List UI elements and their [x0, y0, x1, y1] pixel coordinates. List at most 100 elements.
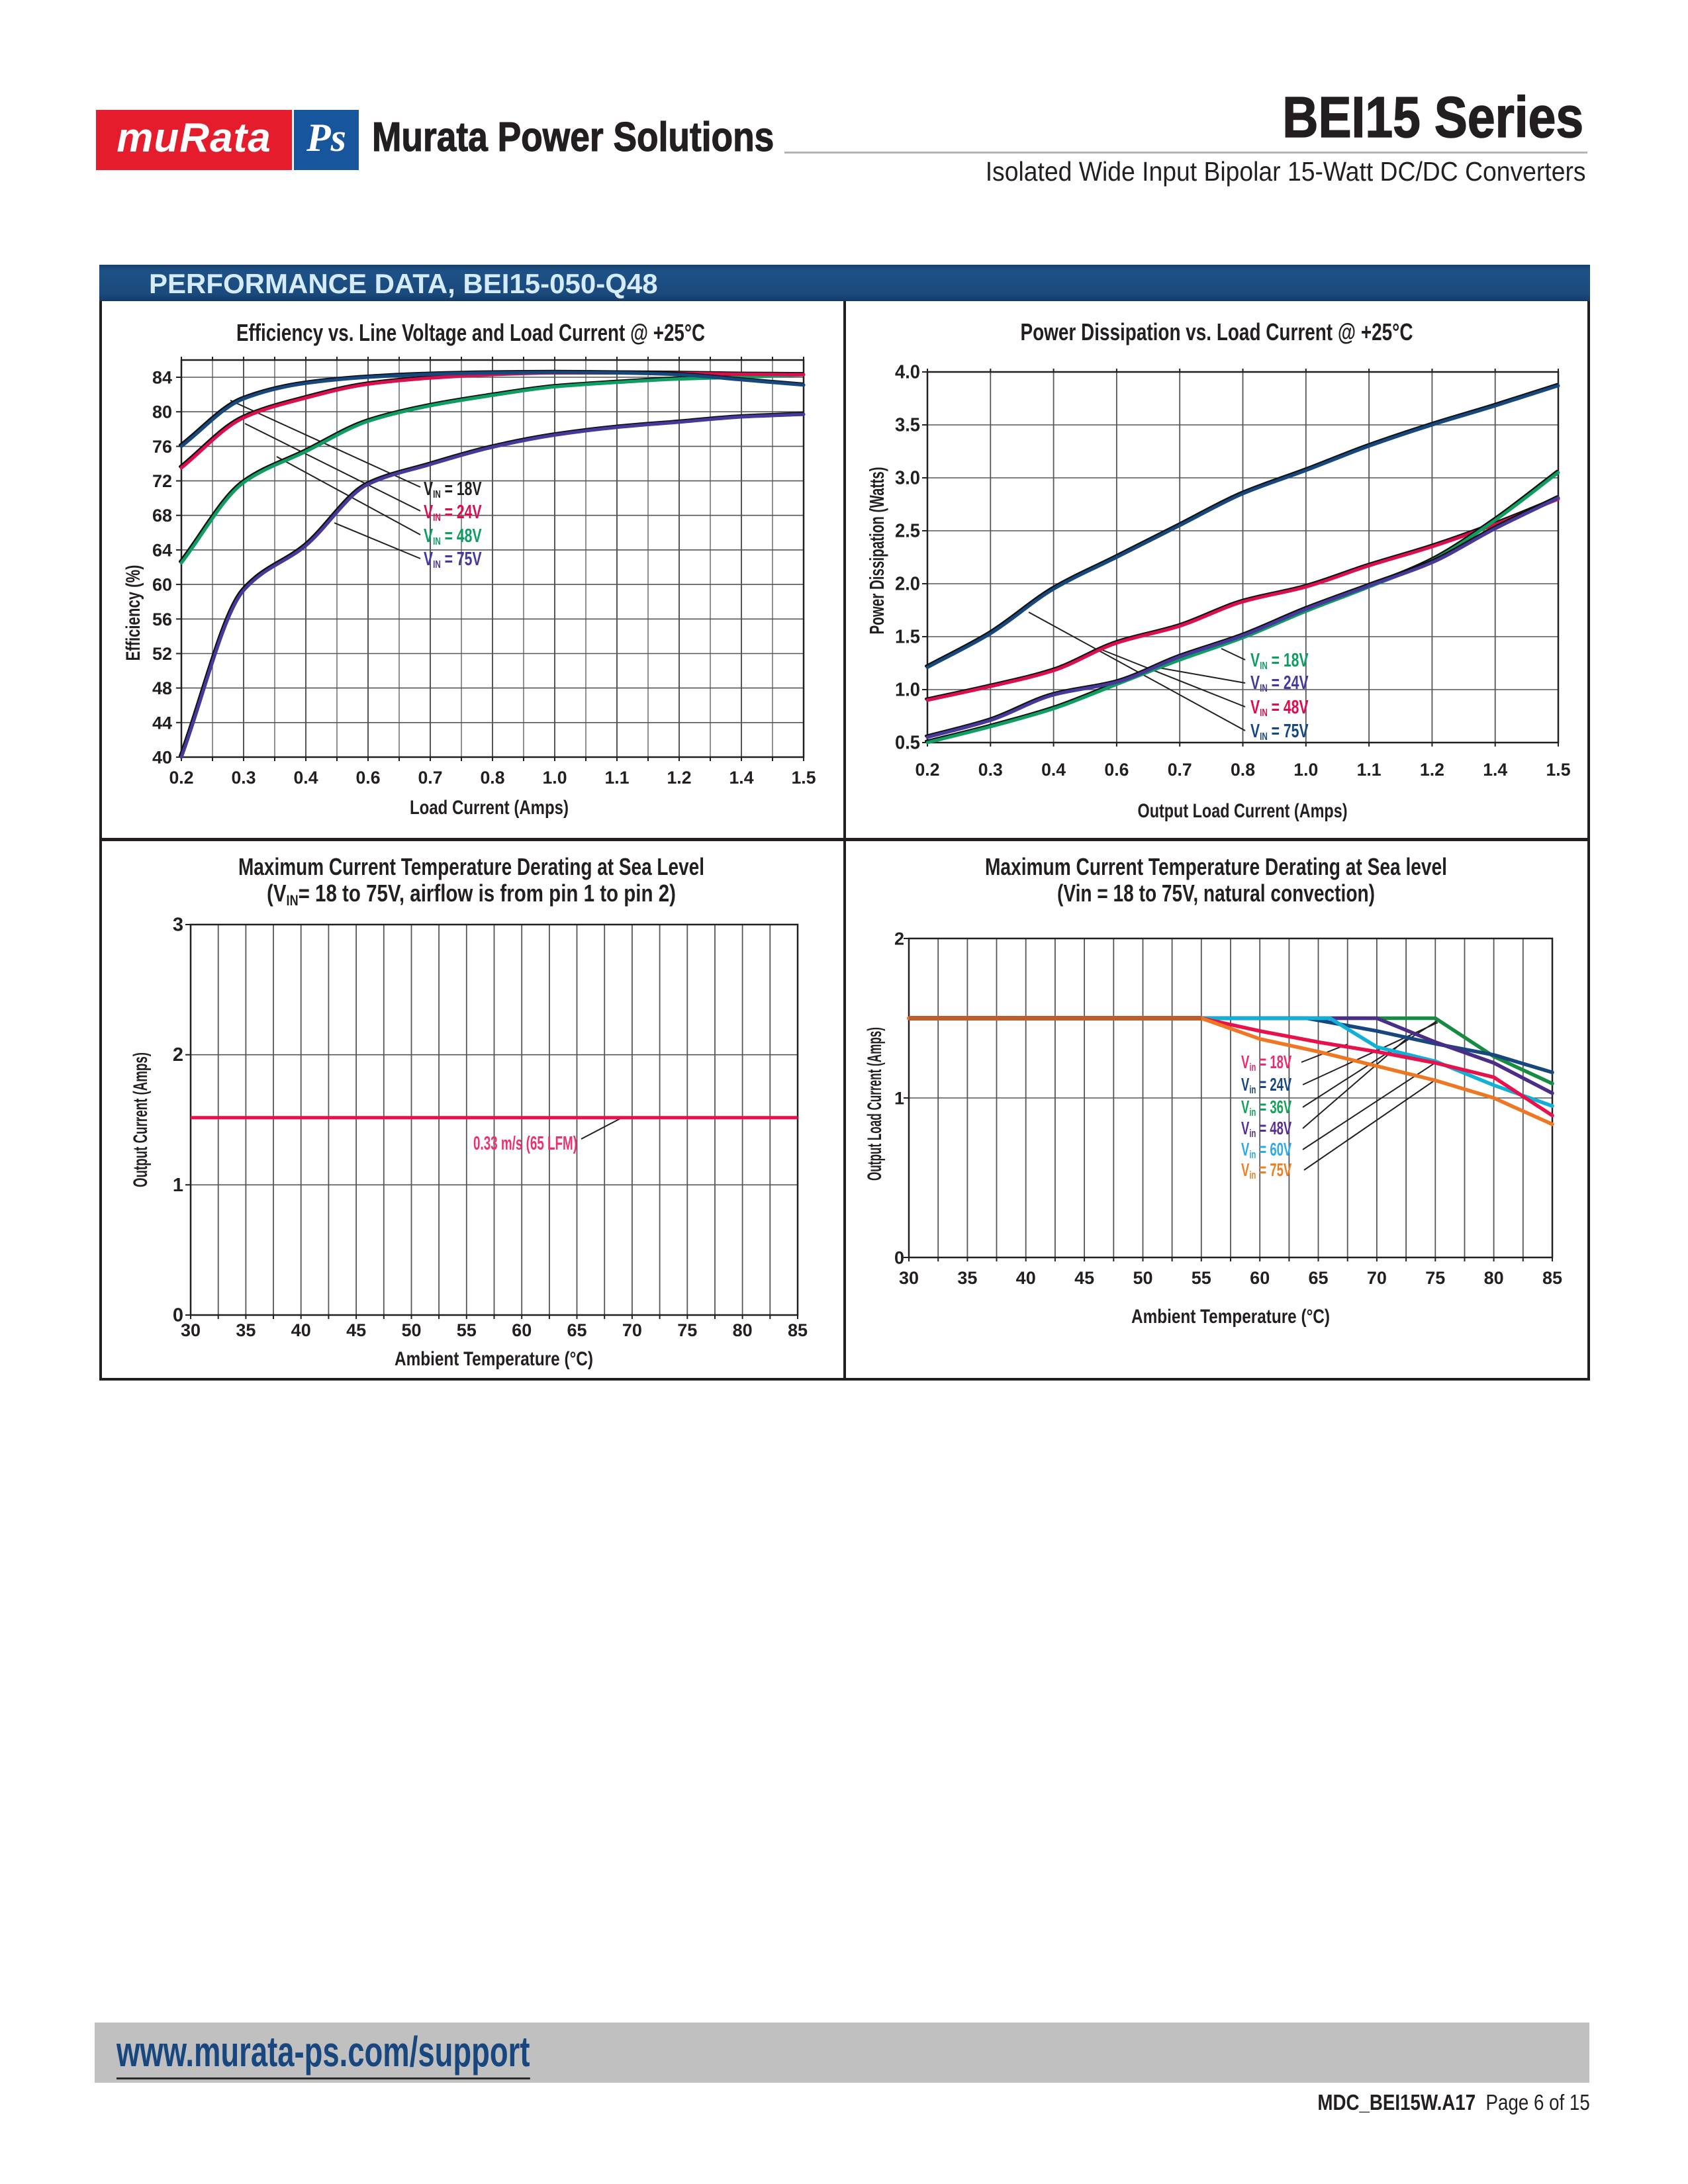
svg-text:Vin = 60V: Vin = 60V: [1241, 1140, 1291, 1161]
svg-text:1.1: 1.1: [605, 768, 630, 788]
svg-text:0.33 m/s (65 LFM): 0.33 m/s (65 LFM): [473, 1133, 577, 1154]
svg-text:85: 85: [1542, 1268, 1562, 1288]
svg-text:80: 80: [1484, 1268, 1504, 1288]
svg-text:40: 40: [291, 1320, 311, 1340]
svg-text:0.2: 0.2: [915, 760, 940, 780]
svg-text:65: 65: [1308, 1268, 1328, 1288]
svg-text:Vin = 75V: Vin = 75V: [1241, 1160, 1291, 1181]
svg-text:1.2: 1.2: [1420, 760, 1444, 780]
svg-text:Output Current (Amps): Output Current (Amps): [130, 1052, 152, 1187]
svg-text:Vin = 24V: Vin = 24V: [1241, 1075, 1291, 1096]
svg-text:80: 80: [152, 402, 172, 422]
svg-text:2: 2: [894, 929, 904, 949]
svg-text:70: 70: [622, 1320, 642, 1340]
svg-text:60: 60: [1250, 1268, 1270, 1288]
svg-text:30: 30: [899, 1268, 919, 1288]
svg-text:0.8: 0.8: [481, 768, 505, 788]
svg-text:Load Current (Amps): Load Current (Amps): [410, 797, 569, 819]
svg-text:Efficiency vs. Line Voltage an: Efficiency vs. Line Voltage and Load Cur…: [236, 319, 705, 346]
svg-text:60: 60: [512, 1320, 532, 1340]
svg-text:VIN = 75V: VIN = 75V: [424, 549, 482, 570]
svg-text:50: 50: [1133, 1268, 1152, 1288]
svg-text:1.0: 1.0: [895, 680, 920, 701]
svg-text:VIN = 48V: VIN = 48V: [424, 525, 482, 547]
svg-text:0.6: 0.6: [1104, 760, 1129, 780]
svg-text:1.0: 1.0: [543, 768, 567, 788]
svg-text:52: 52: [152, 644, 172, 664]
svg-text:Vin = 48V: Vin = 48V: [1241, 1118, 1291, 1140]
svg-text:VIN = 24V: VIN = 24V: [424, 502, 482, 523]
svg-text:2: 2: [173, 1044, 183, 1066]
svg-text:1.4: 1.4: [729, 768, 754, 788]
svg-text:55: 55: [457, 1320, 477, 1340]
svg-text:3: 3: [173, 915, 183, 936]
svg-text:1.5: 1.5: [895, 627, 920, 648]
svg-text:45: 45: [346, 1320, 366, 1340]
svg-text:1.5: 1.5: [792, 768, 816, 788]
svg-text:(VIN= 18 to 75V, airflow is fr: (VIN= 18 to 75V, airflow is from pin 1 t…: [267, 880, 676, 909]
svg-text:Output Load Current (Amps): Output Load Current (Amps): [864, 1027, 886, 1181]
svg-text:70: 70: [1367, 1268, 1387, 1288]
svg-text:4.0: 4.0: [895, 362, 920, 383]
svg-text:1: 1: [173, 1175, 183, 1196]
svg-text:0.2: 0.2: [169, 768, 194, 788]
svg-text:84: 84: [152, 368, 172, 388]
svg-text:Power Dissipation vs. Load Cur: Power Dissipation vs. Load Current @ +25…: [1021, 318, 1413, 345]
svg-text:1.0: 1.0: [1293, 760, 1318, 780]
svg-text:0.7: 0.7: [418, 768, 443, 788]
svg-text:Output Load Current (Amps): Output Load Current (Amps): [1138, 800, 1348, 822]
svg-text:3.0: 3.0: [895, 468, 920, 489]
svg-text:75: 75: [1425, 1268, 1445, 1288]
svg-text:0.4: 0.4: [1041, 760, 1066, 780]
svg-text:1: 1: [894, 1089, 904, 1109]
svg-text:0.6: 0.6: [356, 768, 381, 788]
svg-text:0.7: 0.7: [1168, 760, 1192, 780]
svg-text:VIN = 18V: VIN = 18V: [424, 478, 482, 500]
svg-text:48: 48: [152, 678, 172, 698]
svg-text:VIN = 18V: VIN = 18V: [1250, 650, 1309, 672]
svg-text:0.3: 0.3: [978, 760, 1003, 780]
svg-text:0.5: 0.5: [895, 733, 920, 754]
svg-text:64: 64: [152, 540, 172, 560]
svg-text:68: 68: [152, 506, 172, 525]
svg-text:35: 35: [957, 1268, 977, 1288]
svg-text:Power Dissipation (Watts): Power Dissipation (Watts): [865, 467, 888, 635]
svg-text:0.4: 0.4: [294, 768, 318, 788]
svg-text:Ambient Temperature (°C): Ambient Temperature (°C): [1131, 1306, 1330, 1328]
svg-text:45: 45: [1074, 1268, 1094, 1288]
svg-text:Maximum Current Temperature De: Maximum Current Temperature Derating at …: [985, 853, 1447, 880]
svg-text:40: 40: [152, 748, 172, 768]
svg-text:72: 72: [152, 471, 172, 491]
svg-text:3.5: 3.5: [895, 415, 920, 436]
svg-text:85: 85: [788, 1320, 808, 1340]
svg-text:Efficiency (%): Efficiency (%): [122, 565, 144, 661]
svg-text:Vin = 36V: Vin = 36V: [1241, 1097, 1291, 1118]
svg-text:50: 50: [401, 1320, 421, 1340]
svg-text:80: 80: [733, 1320, 753, 1340]
svg-text:30: 30: [181, 1320, 201, 1340]
svg-text:44: 44: [152, 713, 172, 733]
svg-text:VIN = 24V: VIN = 24V: [1250, 672, 1309, 694]
svg-text:(Vin = 18 to 75V, natural conv: (Vin = 18 to 75V, natural convection): [1057, 880, 1375, 907]
svg-text:VIN = 48V: VIN = 48V: [1250, 697, 1309, 719]
svg-text:Vin = 18V: Vin = 18V: [1241, 1052, 1291, 1073]
svg-text:1.1: 1.1: [1357, 760, 1382, 780]
svg-text:0.3: 0.3: [232, 768, 256, 788]
svg-text:56: 56: [152, 610, 172, 629]
svg-text:65: 65: [567, 1320, 586, 1340]
svg-text:2.5: 2.5: [895, 521, 920, 542]
svg-text:1.2: 1.2: [667, 768, 692, 788]
svg-text:60: 60: [152, 575, 172, 595]
svg-text:1.4: 1.4: [1483, 760, 1507, 780]
svg-text:75: 75: [677, 1320, 697, 1340]
svg-text:40: 40: [1016, 1268, 1036, 1288]
svg-text:Ambient Temperature (°C): Ambient Temperature (°C): [395, 1348, 593, 1370]
svg-text:0: 0: [173, 1305, 183, 1326]
svg-text:0: 0: [894, 1248, 904, 1268]
svg-text:2.0: 2.0: [895, 574, 920, 595]
svg-text:0.8: 0.8: [1231, 760, 1255, 780]
svg-text:35: 35: [236, 1320, 256, 1340]
svg-text:Maximum Current Temperature De: Maximum Current Temperature Derating at …: [238, 853, 704, 880]
svg-text:1.5: 1.5: [1546, 760, 1571, 780]
svg-text:VIN = 75V: VIN = 75V: [1250, 721, 1309, 743]
